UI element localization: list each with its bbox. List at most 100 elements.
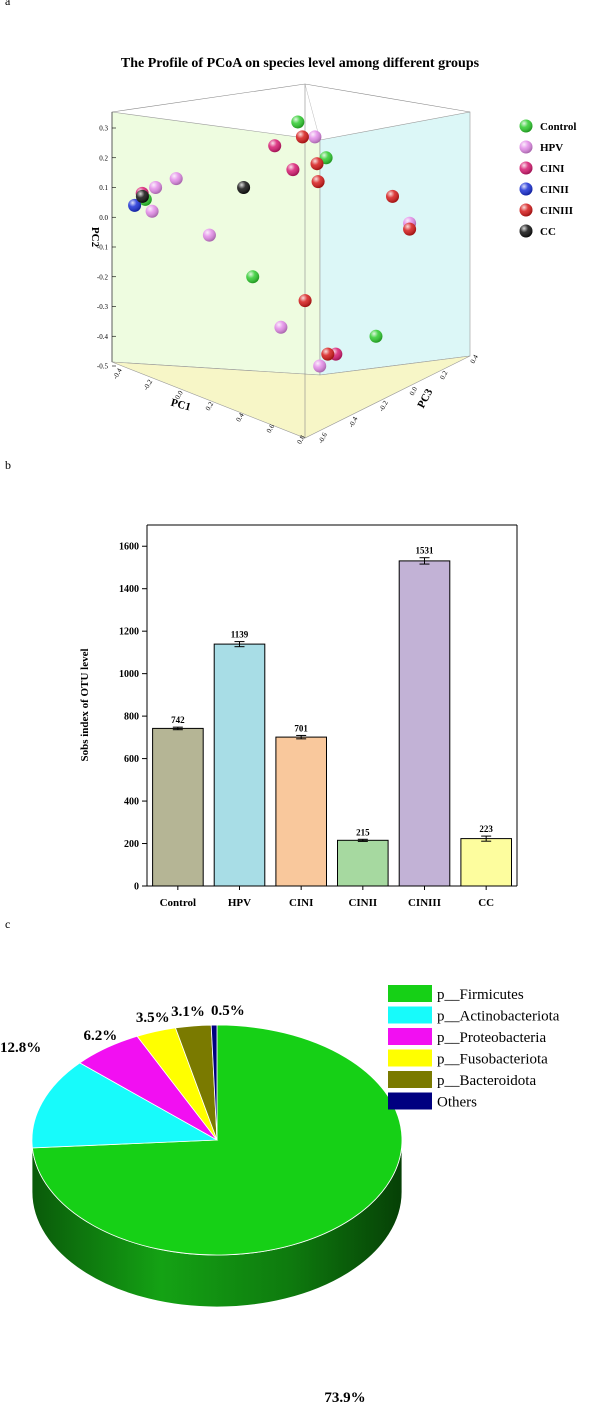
bar-category-label-control: Control [160, 897, 196, 909]
pcoa-pc1-label: PC1 [169, 397, 192, 414]
bar-ytick-label: 1400 [119, 584, 139, 595]
bar-cc [460, 838, 512, 887]
pcoa-point-shade-control [369, 329, 383, 343]
pcoa-pc1-tick-label: -0.2 [142, 378, 155, 392]
phylum-pie-chart: 73.9% 12.8% 6.2% 3.5% 3.1% 0.5% p__Firmicutes… [0, 985, 560, 1406]
pcoa-back-wall [319, 111, 471, 376]
pcoa-pc1-tick-label: -0.4 [111, 367, 124, 381]
pcoa-pc1-tick-label: 0.6 [265, 422, 277, 434]
pcoa-point-shade-ciniii [386, 189, 399, 203]
pcoa-pc1-tick-label: 0.4 [234, 411, 246, 423]
pie-percent-label-firmicutes: 73.9% [324, 1390, 365, 1406]
pcoa-left-wall [111, 111, 321, 376]
pcoa-point-shade-hpv [149, 181, 163, 194]
pie-percent-label-actinobacteriota: 12.8% [0, 1040, 41, 1056]
bar-value-label-control: 742 [171, 715, 185, 725]
pie-legend-swatch-firmicutes [388, 985, 432, 1002]
bar-value-label-cc: 223 [479, 824, 493, 834]
pcoa-box-edge [304, 83, 321, 141]
pcoa-box-edge [304, 83, 471, 113]
pcoa-pc2-tick-label: -0.1 [97, 244, 109, 252]
pie-percent-label-proteobacteria: 6.2% [84, 1028, 118, 1044]
pcoa-floor [111, 355, 471, 439]
pcoa-point-shade-cini [268, 139, 282, 153]
pie-slice-actinobacteriota [31, 1062, 219, 1149]
pie-legend-label-proteobacteria: p__Proteobacteria [437, 1030, 546, 1046]
pcoa-pc1-tick-label: 0.2 [204, 400, 216, 412]
pcoa-3d-scatter-chart: The Profile of PCoA on species level amo… [89, 56, 576, 446]
pcoa-point-shade-control [291, 115, 305, 129]
bar-control [152, 727, 204, 887]
pcoa-point-shade-hpv [145, 204, 159, 218]
pcoa-legend-label-hpv: HPV [540, 142, 563, 154]
pcoa-pc3-tick-label: 0.4 [469, 353, 480, 365]
pie-legend-swatch-actinobacteriota [388, 1006, 432, 1024]
pcoa-box-edge [111, 83, 306, 113]
pie-legend-swatch-proteobacteria [388, 1028, 432, 1045]
bar-ytick-label: 1600 [119, 542, 139, 553]
bar-cinii [337, 839, 389, 887]
pcoa-pc2-tick-label: 0.0 [99, 214, 108, 222]
pcoa-pc2-tick-label: -0.2 [97, 273, 109, 281]
bar-ytick-label: 200 [124, 839, 139, 850]
pcoa-legend-label-ciniii: CINIII [540, 205, 573, 217]
bar-category-label-cc: CC [478, 897, 494, 909]
pie-legend-label-actinobacteriota: p__Actinobacteriota [437, 1009, 560, 1025]
pcoa-legend-label-control: Control [540, 121, 576, 133]
bar-value-label-hpv: 1139 [231, 630, 249, 640]
pcoa-legend-label-cc: CC [540, 226, 556, 238]
pcoa-legend-swatch-shade-cini [519, 161, 533, 175]
bar-hpv [213, 643, 266, 887]
pcoa-point-shade-hpv [274, 320, 288, 334]
pcoa-legend-label-cinii: CINII [540, 184, 569, 196]
pcoa-point-shade-ciniii [311, 175, 325, 189]
pie-legend-swatch-fusobacteriota [388, 1049, 432, 1067]
panel-label-a: a [5, 0, 11, 8]
bar-value-label-cinii: 215 [356, 827, 370, 837]
pcoa-pc3-tick-label: 0.2 [438, 369, 449, 381]
pcoa-pc1-tick-label: 0.8 [295, 434, 307, 446]
pcoa-point-shade-hpv [308, 130, 322, 144]
pcoa-pc2-tick-label: -0.3 [97, 303, 109, 311]
pie-legend-label-fusobacteriota: p__Fusobacteriota [437, 1052, 548, 1068]
bar-ytick-label: 1000 [119, 669, 139, 680]
panel-label-c: c [5, 917, 11, 931]
bar-ytick-label: 400 [124, 797, 139, 808]
pcoa-point-shade-cini [286, 163, 300, 177]
pie-legend-swatch-others [388, 1092, 432, 1110]
pcoa-point-shade-ciniii [403, 222, 417, 236]
pcoa-point-shade-hpv [202, 228, 216, 242]
bar-ytick-label: 1200 [119, 627, 139, 638]
pcoa-legend-label-cini: CINI [540, 163, 564, 175]
pcoa-pc3-tick-label: -0.4 [347, 415, 360, 429]
pcoa-legend-swatch-shade-ciniii [519, 203, 533, 217]
panel-label-b: b [5, 458, 11, 472]
pcoa-pc3-tick-label: -0.6 [317, 431, 330, 445]
pcoa-point-shade-control [246, 270, 260, 284]
pcoa-legend-swatch-shade-cc [519, 224, 533, 238]
bar-ciniii [398, 560, 451, 887]
pcoa-legend-swatch-shade-control [519, 119, 533, 133]
pie-percent-label-fusobacteriota: 3.5% [136, 1010, 170, 1026]
pcoa-pc3-tick-label: 0.0 [408, 385, 419, 397]
pie-legend-label-bacteroidota: p__Bacteroidota [437, 1073, 536, 1089]
bar-value-label-ciniii: 1531 [416, 546, 435, 556]
pcoa-pc2-tick-label: 0.2 [99, 154, 108, 162]
pcoa-legend-swatch-shade-cinii [519, 182, 533, 196]
bar-category-label-hpv: HPV [228, 897, 251, 909]
pcoa-point-shade-ciniii [295, 130, 309, 144]
bar-ylabel: Sobs index of OTU level [79, 648, 91, 761]
bar-ytick-label: 0 [134, 882, 139, 893]
pie-percent-label-bacteroidota: 3.1% [171, 1004, 205, 1020]
pcoa-pc2-tick-label: 0.3 [99, 125, 108, 133]
pcoa-pc1-tick-label: 0.0 [173, 389, 185, 401]
pcoa-pc2-tick-label: -0.5 [97, 363, 109, 371]
pie-legend-label-firmicutes: p__Firmicutes [437, 987, 524, 1003]
pcoa-point-shade-ciniii [310, 157, 324, 171]
pie-percent-label-others: 0.5% [211, 1003, 245, 1019]
pcoa-point-shade-ciniii [321, 347, 335, 361]
sobs-bar-chart: Sobs index of OTU level 0 200 400 600 800 100… [79, 524, 518, 909]
pcoa-point-shade-cinii [128, 198, 142, 212]
bar-ytick-label: 800 [124, 712, 139, 723]
pcoa-point-shade-hpv [313, 359, 327, 373]
